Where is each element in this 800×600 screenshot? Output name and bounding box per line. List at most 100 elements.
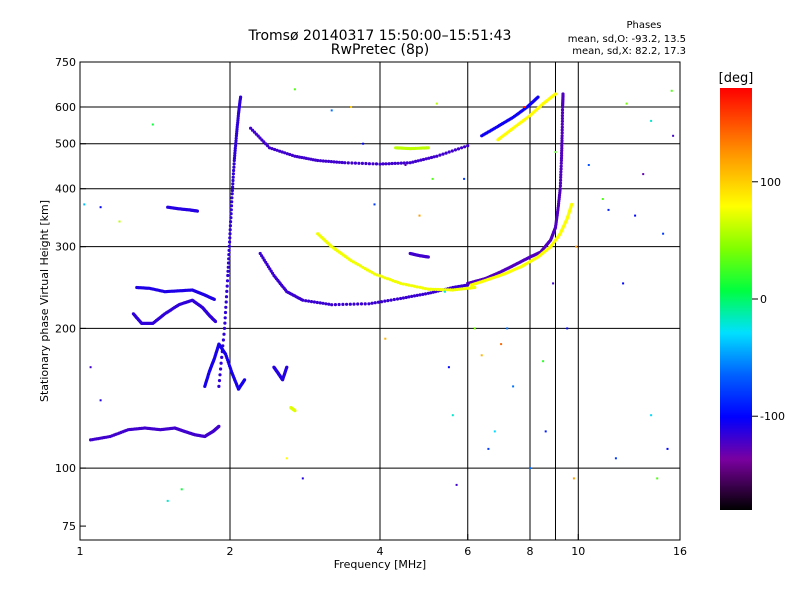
- trace-point: [231, 182, 235, 186]
- trace-point: [212, 297, 216, 301]
- trace-point: [560, 151, 564, 155]
- trace-point: [223, 321, 227, 325]
- trace-point: [559, 170, 563, 174]
- trace-point: [231, 185, 235, 189]
- trace-point: [315, 300, 319, 305]
- trace-point: [221, 338, 225, 342]
- trace-point: [229, 208, 233, 212]
- trace-point: [223, 310, 228, 315]
- noise-point: [566, 327, 569, 330]
- trace-point: [392, 297, 396, 302]
- trace-point: [367, 162, 371, 166]
- trace-point: [396, 280, 400, 285]
- trace-point: [396, 161, 400, 165]
- trace-point: [346, 161, 350, 165]
- trace-point: [357, 161, 361, 165]
- trace-point: [560, 136, 564, 140]
- noise-point: [480, 354, 483, 357]
- trace-point: [227, 244, 231, 248]
- trace-point: [225, 284, 229, 288]
- noise-point: [373, 203, 376, 206]
- trace-point: [337, 160, 341, 164]
- trace-point: [217, 384, 221, 388]
- trace-point: [432, 155, 436, 159]
- trace-point: [559, 158, 564, 163]
- noise-point: [89, 366, 92, 369]
- trace-point: [231, 172, 235, 176]
- trace-point: [361, 265, 365, 269]
- trace-point: [381, 162, 385, 166]
- grid-lines: [80, 62, 680, 540]
- trace-point: [227, 253, 231, 257]
- trace-point: [231, 178, 235, 183]
- trace-point: [412, 284, 417, 288]
- noise-point: [473, 327, 476, 330]
- noise-point: [634, 214, 637, 217]
- trace-point: [395, 297, 400, 301]
- noise-point: [622, 282, 625, 285]
- colorbar: [720, 88, 752, 510]
- trace-point: [229, 220, 233, 224]
- trace-point: [304, 299, 308, 303]
- trace-point: [407, 295, 411, 299]
- trace-point: [341, 302, 345, 306]
- trace-point: [438, 153, 442, 157]
- trace-point: [426, 287, 430, 291]
- trace-point: [195, 209, 199, 213]
- trace-point: [327, 302, 331, 306]
- trace-point: [558, 187, 562, 191]
- x-tick-label: 16: [673, 545, 687, 558]
- colorbar-tick-label: 0: [760, 293, 767, 306]
- phases-o-stats: mean, sd,O: -93.2, 13.5: [568, 34, 686, 45]
- noise-point: [455, 483, 458, 486]
- trace-point: [252, 130, 256, 134]
- trace-point: [391, 279, 395, 283]
- y-tick-label: 100: [55, 462, 76, 475]
- trace-point: [243, 378, 247, 382]
- trace-point: [419, 158, 423, 162]
- trace-point: [384, 162, 388, 166]
- trace-point: [360, 161, 364, 165]
- trace-point: [386, 277, 390, 281]
- trace-point: [560, 131, 564, 135]
- trace-point: [353, 161, 357, 165]
- noise-point: [656, 477, 659, 480]
- trace-point: [330, 303, 334, 307]
- noise-point: [614, 457, 617, 460]
- trace-point: [560, 141, 564, 145]
- trace-point: [249, 126, 253, 130]
- trace-point: [560, 139, 564, 143]
- trace-point: [414, 159, 418, 163]
- trace-point: [217, 379, 222, 383]
- trace-point: [378, 162, 382, 166]
- noise-point: [672, 134, 675, 137]
- trace-point: [560, 122, 564, 126]
- noise-point: [625, 102, 628, 105]
- trace-point: [447, 150, 451, 154]
- y-tick-label: 500: [55, 138, 76, 151]
- trace-point: [270, 147, 274, 151]
- noise-point: [330, 109, 333, 112]
- trace-point: [434, 290, 438, 294]
- trace-point: [316, 158, 320, 163]
- trace-point: [426, 291, 430, 295]
- trace-point: [560, 154, 564, 158]
- trace-point: [376, 300, 380, 304]
- trace-point: [560, 114, 565, 118]
- noise-point: [650, 414, 653, 417]
- trace-point: [434, 287, 438, 291]
- trace-point: [559, 173, 563, 177]
- noise-point: [285, 457, 288, 460]
- trace-point: [233, 149, 237, 153]
- noise-point: [666, 447, 669, 450]
- trace-point: [229, 204, 234, 208]
- trace-point: [421, 157, 426, 162]
- trace-point: [378, 274, 382, 278]
- trace-point: [450, 149, 454, 153]
- trace-point: [239, 95, 243, 99]
- x-tick-label: 4: [377, 545, 384, 558]
- y-axis-ticks: 75 100 200 300 400 500 600 750: [55, 56, 86, 533]
- trace-point: [363, 302, 367, 306]
- noise-point: [670, 89, 673, 92]
